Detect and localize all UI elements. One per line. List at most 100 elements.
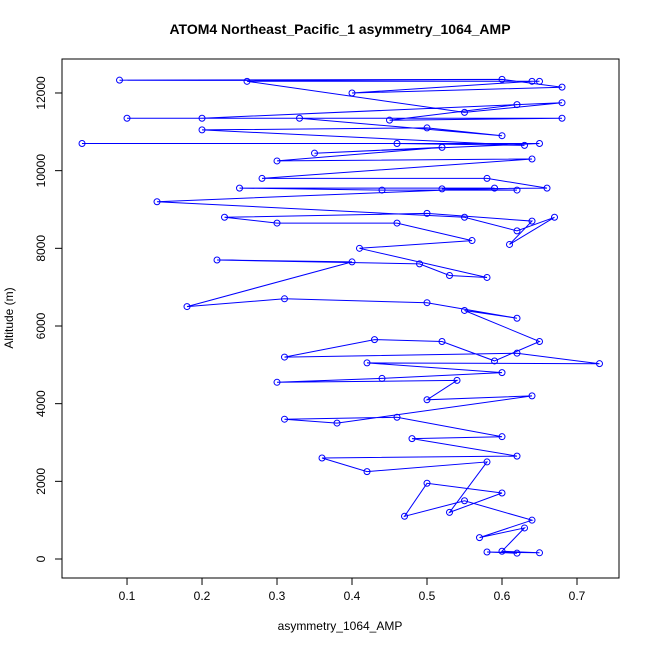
data-point <box>393 413 401 421</box>
data-point <box>513 101 521 109</box>
x-tick-label: 0.4 <box>344 589 361 603</box>
data-point <box>438 143 446 151</box>
data-point <box>416 260 424 268</box>
data-point <box>521 524 529 532</box>
x-tick-label: 0.3 <box>269 589 286 603</box>
data-point <box>468 237 476 245</box>
data-point <box>543 184 551 192</box>
data-point <box>281 295 289 303</box>
data-point <box>506 240 514 248</box>
data-point <box>558 114 566 122</box>
data-point <box>371 336 379 344</box>
y-tick-label: 2000 <box>34 468 48 495</box>
data-point <box>311 149 319 157</box>
data-point <box>213 256 221 264</box>
data-point <box>536 338 544 346</box>
data-point <box>513 349 521 357</box>
y-tick-label: 4000 <box>34 390 48 417</box>
data-point <box>281 415 289 423</box>
data-point <box>558 83 566 91</box>
data-point <box>258 174 266 182</box>
data-point <box>498 433 506 441</box>
data-point <box>116 76 124 84</box>
data-point <box>423 209 431 217</box>
data-point <box>273 378 281 386</box>
data-point <box>123 114 131 122</box>
data-point <box>296 114 304 122</box>
data-point <box>528 77 536 85</box>
data-point <box>273 157 281 165</box>
data-point <box>243 77 251 85</box>
data-point <box>513 549 521 557</box>
data-point <box>461 306 469 314</box>
data-point <box>536 139 544 147</box>
data-point <box>513 186 521 194</box>
data-point <box>513 452 521 460</box>
data-point <box>528 217 536 225</box>
data-point <box>483 174 491 182</box>
data-point <box>438 185 446 193</box>
x-tick-label: 0.1 <box>119 589 136 603</box>
data-point <box>393 139 401 147</box>
data-point <box>236 184 244 192</box>
data-point <box>446 508 454 516</box>
data-point <box>348 258 356 266</box>
data-point <box>183 303 191 311</box>
data-point <box>198 114 206 122</box>
data-point <box>461 497 469 505</box>
x-tick-label: 0.5 <box>419 589 436 603</box>
y-tick-label: 6000 <box>34 312 48 339</box>
data-point <box>363 359 371 367</box>
data-point <box>318 454 326 462</box>
data-point <box>521 141 529 149</box>
data-point <box>153 198 161 206</box>
data-point <box>408 435 416 443</box>
data-point <box>513 227 521 235</box>
data-point <box>528 392 536 400</box>
data-point <box>498 547 506 555</box>
data-point <box>498 132 506 140</box>
data-point <box>423 479 431 487</box>
data-point <box>281 353 289 361</box>
data-point <box>491 184 499 192</box>
x-axis-label: asymmetry_1064_AMP <box>278 619 403 633</box>
data-point <box>528 155 536 163</box>
data-point <box>491 357 499 365</box>
data-point <box>536 77 544 85</box>
data-point <box>333 419 341 427</box>
data-point <box>536 549 544 557</box>
y-tick-label: 12000 <box>34 76 48 110</box>
data-point <box>483 458 491 466</box>
data-point <box>483 548 491 556</box>
data-point <box>423 299 431 307</box>
data-point <box>221 213 229 221</box>
data-point <box>483 273 491 281</box>
data-point <box>528 516 536 524</box>
data-point <box>378 374 386 382</box>
data-point <box>423 396 431 404</box>
data-point <box>423 124 431 132</box>
data-point <box>558 99 566 107</box>
data-point <box>461 108 469 116</box>
plot-frame <box>61 58 620 579</box>
x-tick-label: 0.6 <box>494 589 511 603</box>
y-tick-label: 10000 <box>34 154 48 188</box>
data-point <box>393 219 401 227</box>
data-point <box>596 360 604 368</box>
data-point <box>273 219 281 227</box>
data-point <box>78 139 86 147</box>
x-tick-label: 0.2 <box>194 589 211 603</box>
data-point <box>356 244 364 252</box>
data-point <box>386 116 394 124</box>
data-point <box>378 186 386 194</box>
data-point <box>513 314 521 322</box>
y-tick-label: 8000 <box>34 235 48 262</box>
data-point <box>363 468 371 476</box>
chart-title: ATOM4 Northeast_Pacific_1 asymmetry_1064… <box>169 21 510 37</box>
data-point <box>476 534 484 542</box>
data-point <box>498 489 506 497</box>
data-point <box>453 376 461 384</box>
data-point <box>461 213 469 221</box>
